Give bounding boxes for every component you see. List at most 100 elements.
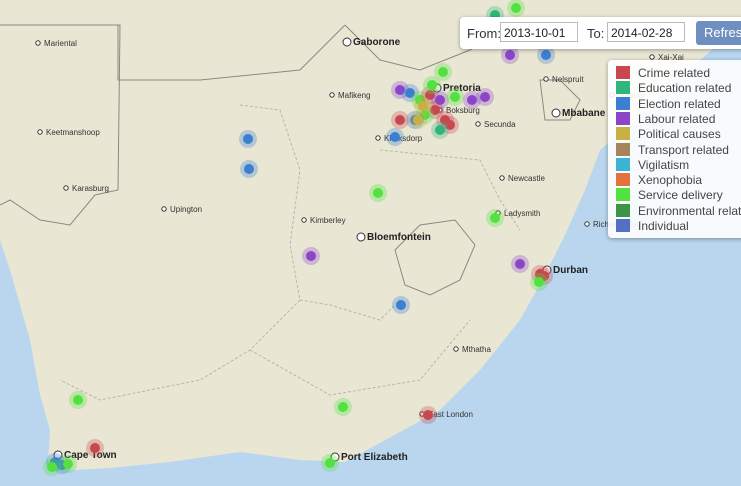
city-dot — [342, 37, 352, 47]
city-label: Karasburg — [72, 184, 109, 193]
marker — [413, 115, 423, 125]
city-dot — [356, 232, 366, 242]
marker — [515, 259, 525, 269]
city-label: Mafikeng — [338, 91, 370, 100]
marker — [396, 300, 406, 310]
city-label: Mariental — [44, 39, 77, 48]
city-label: Klerksdorp — [384, 134, 423, 143]
city-dot — [543, 76, 549, 82]
marker — [534, 277, 544, 287]
city-dot — [584, 221, 590, 227]
city-dot — [475, 121, 481, 127]
to-label: To: — [587, 26, 605, 41]
legend-label: Vigilatism — [638, 157, 690, 172]
marker — [445, 120, 455, 130]
city-dot — [301, 217, 307, 223]
city-dot — [161, 206, 167, 212]
city-label: Pretoria — [443, 83, 481, 94]
city-dot — [329, 92, 335, 98]
refresh-button[interactable]: Refresh — [696, 21, 741, 45]
border — [394, 219, 476, 296]
city-label: Upington — [170, 205, 202, 214]
marker — [480, 92, 490, 102]
legend-label: Service delivery — [638, 188, 723, 203]
marker — [435, 95, 445, 105]
city-label: Kimberley — [310, 216, 346, 225]
marker — [244, 164, 254, 174]
marker — [90, 443, 100, 453]
marker — [435, 125, 445, 135]
city-label: East London — [428, 410, 473, 419]
marker — [418, 101, 428, 111]
city-dot — [499, 175, 505, 181]
city-label: Ladysmith — [504, 209, 540, 218]
city-label: Boksburg — [446, 106, 480, 115]
city-label: Durban — [553, 265, 588, 276]
from-label: From: — [467, 26, 501, 41]
legend-swatch — [616, 127, 630, 141]
city-dot — [649, 54, 655, 60]
marker — [47, 462, 57, 472]
legend-swatch — [616, 157, 630, 171]
marker — [63, 459, 73, 469]
city-label: Cape Town — [64, 450, 117, 461]
marker — [390, 132, 400, 142]
legend-label: Labour related — [638, 111, 716, 126]
city-dot — [37, 129, 43, 135]
legend-label: Individual — [638, 219, 689, 233]
city-label: Newcastle — [508, 174, 545, 183]
city-label: Xai-Xai — [658, 53, 684, 62]
city-dot — [375, 135, 381, 141]
land — [0, 0, 741, 470]
legend: Crime related Education related Election r… — [608, 60, 741, 238]
province-border — [59, 104, 521, 401]
marker — [423, 410, 433, 420]
legend-label: Transport related — [638, 142, 729, 157]
legend-swatch — [616, 111, 630, 125]
legend-swatch — [616, 66, 630, 79]
legend-swatch — [616, 142, 630, 156]
legend-label: Election related — [638, 96, 721, 111]
marker — [243, 134, 253, 144]
marker — [438, 67, 448, 77]
to-input[interactable]: 2014-02-28 — [607, 22, 685, 42]
date-controls: From: 2013-10-01 To: 2014-02-28 Refresh — [460, 17, 741, 49]
marker — [420, 110, 430, 120]
legend-swatch — [616, 203, 630, 217]
city-label: Gaborone — [353, 37, 401, 48]
marker — [511, 3, 521, 13]
marker — [490, 213, 500, 223]
city-label: Keetmanshoop — [46, 128, 100, 137]
legend-label: Crime related — [638, 66, 711, 80]
legend-swatch — [616, 96, 630, 110]
border — [0, 24, 121, 226]
marker — [306, 251, 316, 261]
legend-label: Xenophobia — [638, 173, 703, 188]
city-label: Mbabane — [562, 108, 606, 119]
legend-label: Environmental related — [638, 203, 741, 218]
city-label: Port Elizabeth — [341, 452, 408, 463]
marker — [325, 458, 335, 468]
marker — [505, 50, 515, 60]
marker — [541, 50, 551, 60]
marker — [73, 395, 83, 405]
city-label: Bloemfontein — [367, 232, 431, 243]
legend-label: Political causes — [638, 127, 721, 142]
marker — [395, 85, 405, 95]
marker — [338, 402, 348, 412]
city-dot — [63, 185, 69, 191]
city-dot — [35, 40, 41, 46]
legend-swatch — [616, 188, 630, 202]
marker — [425, 90, 435, 100]
legend-swatch — [616, 219, 630, 232]
marker — [395, 115, 405, 125]
marker — [467, 95, 477, 105]
city-dot — [551, 108, 561, 118]
marker — [430, 105, 440, 115]
border — [539, 79, 581, 121]
marker — [427, 80, 437, 90]
from-input[interactable]: 2013-10-01 — [500, 22, 578, 42]
marker — [373, 188, 383, 198]
city-label: Secunda — [484, 120, 516, 129]
